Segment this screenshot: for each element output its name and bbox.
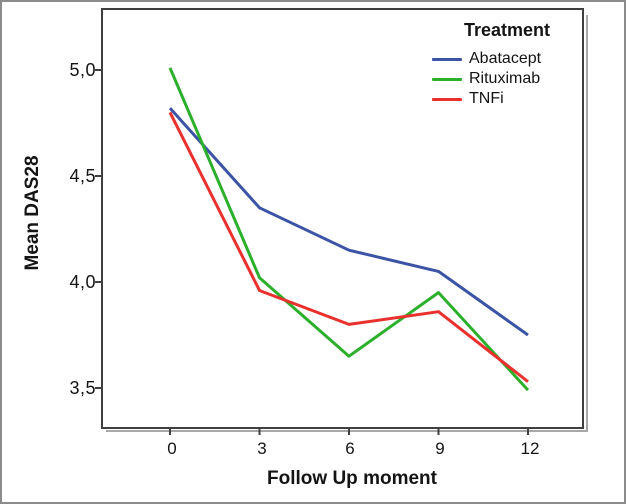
- y-tick-label-4-0: 4,0: [69, 272, 96, 292]
- legend-item-tnfi: TNFi: [432, 89, 582, 109]
- legend-item-abatacept: Abatacept: [432, 49, 582, 69]
- legend-swatch-rituximab-icon: [432, 77, 462, 81]
- series-line-abatacept: [168, 107, 529, 337]
- y-tick-label-4-5: 4,5: [69, 166, 96, 186]
- x-tick-label-0: 0: [167, 439, 177, 458]
- x-tick-label-3: 3: [257, 439, 267, 458]
- legend-swatch-tnfi-icon: [432, 97, 462, 101]
- y-tick-label-5-0: 5,0: [69, 60, 96, 80]
- legend-item-rituximab: Rituximab: [432, 69, 582, 89]
- axis-tick-marks: [95, 69, 529, 435]
- x-tick-label-12: 12: [520, 439, 540, 458]
- legend-swatch-abatacept-icon: [432, 57, 462, 61]
- legend-label-rituximab: Rituximab: [469, 70, 541, 87]
- y-axis-title: Mean DAS28: [22, 155, 43, 271]
- series-lines: [168, 67, 530, 392]
- legend-title: Treatment: [463, 20, 551, 40]
- x-tick-label-6: 6: [345, 439, 355, 458]
- y-tick-label-3-5: 3,5: [69, 378, 96, 398]
- series-line-rituximab: [168, 67, 530, 392]
- series-line-tnfi: [168, 111, 529, 383]
- x-axis-title: Follow Up moment: [267, 468, 437, 489]
- legend-label-tnfi: TNFi: [469, 90, 504, 107]
- legend-label-abatacept: Abatacept: [469, 50, 542, 67]
- legend: Treatment Abatacept Rituximab TNFi: [432, 20, 582, 109]
- plot-frame: [101, 8, 584, 429]
- x-tick-label-9: 9: [435, 439, 445, 458]
